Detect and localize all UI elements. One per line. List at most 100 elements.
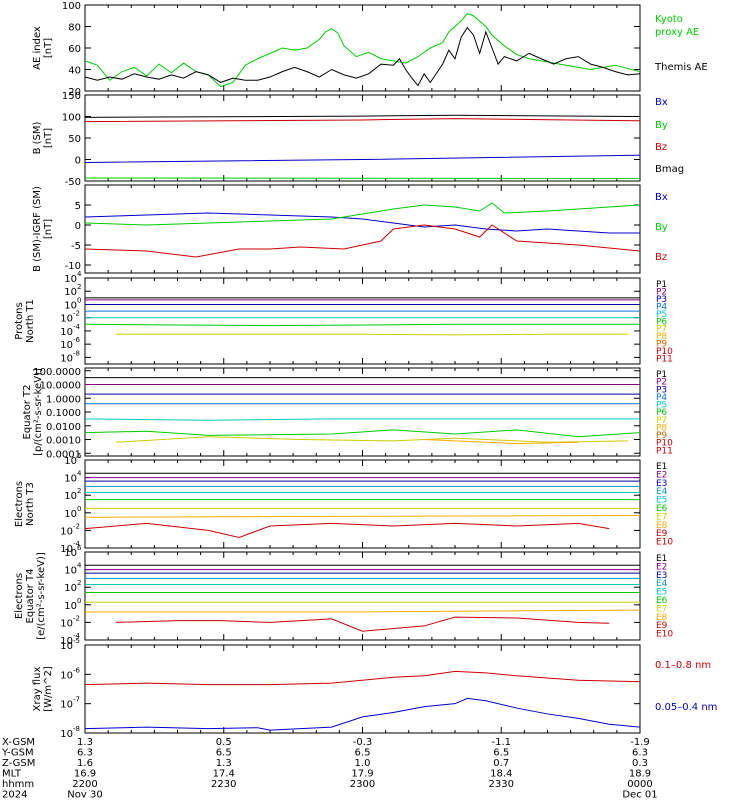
y-tick-label: 0.0100	[46, 422, 81, 433]
y-tick-label: 10	[60, 729, 73, 740]
series-legend-label: Bx	[655, 97, 668, 108]
y-tick-exponent: 4	[77, 562, 82, 570]
y-tick-label: 10	[60, 700, 73, 711]
y-tick-exponent: 6	[77, 544, 82, 552]
x-axis-cell: 6.5	[216, 748, 232, 759]
x-axis-cell: 1.3	[77, 737, 93, 748]
y-tick-label: 10	[60, 618, 73, 629]
y-tick-label: 10	[60, 526, 73, 537]
y-axis-label: [nT]	[43, 219, 54, 239]
y-tick-label: 150	[62, 91, 81, 102]
x-axis-cell: 2300	[350, 779, 375, 790]
series-legend-label: 0.05–0.4 nm	[655, 702, 717, 713]
y-tick-label: 1.0000	[46, 394, 81, 405]
y-tick-exponent: 2	[77, 579, 81, 587]
series-line	[116, 617, 609, 631]
x-axis-row-label: 2024	[2, 790, 27, 801]
x-axis-cell: 0.3	[632, 758, 648, 769]
y-tick-label: 0.0010	[46, 436, 81, 447]
x-axis-cell: 6.5	[355, 748, 371, 759]
x-axis-cell: 0000	[627, 779, 652, 790]
x-axis-cell: -1.1	[491, 737, 511, 748]
series-legend-label: By	[655, 222, 668, 233]
x-axis-cell: 6.3	[632, 748, 648, 759]
x-axis-cell: 18.9	[629, 769, 651, 780]
panel-frame	[85, 5, 640, 91]
x-axis-cell: 16.9	[74, 769, 96, 780]
y-tick-exponent: -6	[73, 336, 81, 344]
y-tick-label: 10	[64, 274, 77, 285]
y-axis-label: North T1	[25, 299, 36, 343]
y-axis-label: North T3	[25, 482, 36, 526]
series-line	[116, 437, 628, 443]
series-line	[85, 523, 609, 537]
series-line	[85, 610, 640, 612]
series-line	[85, 324, 640, 325]
channel-label: P11	[656, 355, 673, 365]
x-axis-row-label: Z-GSM	[2, 758, 35, 769]
series-legend-label: proxy AE	[655, 27, 699, 38]
y-tick-label: 10	[64, 474, 77, 485]
y-tick-label: -5	[71, 241, 81, 252]
series-legend-label: Bz	[655, 142, 667, 153]
y-axis-label: B (SM)	[32, 121, 43, 154]
y-tick-exponent: 0	[77, 296, 81, 304]
y-axis-label: [W/m^2]	[43, 666, 54, 712]
x-axis-cell: 2330	[489, 779, 514, 790]
x-axis-cell: 18.4	[490, 769, 512, 780]
y-axis-label: Electrons	[14, 573, 25, 619]
x-axis-cell: 0.5	[216, 737, 232, 748]
x-axis-cell: -0.3	[353, 737, 373, 748]
y-axis-label: [p/(cm²-s-sr-keV)]	[33, 368, 44, 456]
y-tick-exponent: -2	[73, 310, 80, 318]
y-tick-label: 10	[60, 670, 73, 681]
series-legend-label: By	[655, 120, 668, 131]
x-axis-cell: 2230	[211, 779, 236, 790]
x-axis-cell: 17.4	[213, 769, 235, 780]
y-tick-label: 0.1000	[46, 408, 81, 419]
series-line	[85, 430, 640, 437]
y-tick-exponent: -8	[73, 349, 80, 357]
y-tick-label: 100	[62, 113, 81, 124]
series-line	[85, 213, 640, 233]
y-tick-exponent: 4	[77, 470, 82, 478]
x-axis-cell: 1.6	[77, 758, 93, 769]
y-tick-exponent: -5	[73, 637, 80, 645]
x-axis-cell: 17.9	[351, 769, 373, 780]
y-tick-label: 10	[60, 340, 73, 351]
y-tick-exponent: 6	[77, 452, 82, 460]
series-legend-label: 0.1–0.8 nm	[655, 660, 711, 671]
series-line	[85, 698, 640, 730]
y-tick-label: 5	[75, 201, 81, 212]
series-line	[85, 119, 640, 122]
series-line	[116, 334, 628, 335]
y-tick-exponent: -4	[73, 323, 81, 331]
panel-frame	[85, 185, 640, 273]
series-legend-label: Bz	[655, 252, 667, 263]
y-tick-exponent: 0	[77, 505, 81, 513]
y-axis-label: AE index	[32, 26, 43, 70]
x-axis-row-label: Y-GSM	[1, 748, 34, 759]
y-tick-label: 10	[60, 327, 73, 338]
x-axis-row-label: X-GSM	[2, 737, 35, 748]
y-tick-exponent: -8	[73, 725, 80, 733]
channel-label: E10	[656, 630, 673, 640]
panel-frame	[85, 95, 640, 181]
x-axis-cell: 6.5	[493, 748, 509, 759]
y-tick-label: 10	[64, 456, 77, 467]
y-tick-exponent: 2	[77, 487, 81, 495]
series-line	[85, 155, 640, 162]
y-tick-label: -50	[65, 177, 81, 188]
series-line	[85, 671, 640, 684]
y-axis-label: [e/(cm²-s-sr-keV)]	[36, 552, 47, 640]
y-axis-label: Equator T4	[25, 569, 36, 624]
y-tick-label: 10	[60, 641, 73, 652]
series-line	[85, 515, 640, 517]
y-axis-label: [nT]	[43, 128, 54, 148]
